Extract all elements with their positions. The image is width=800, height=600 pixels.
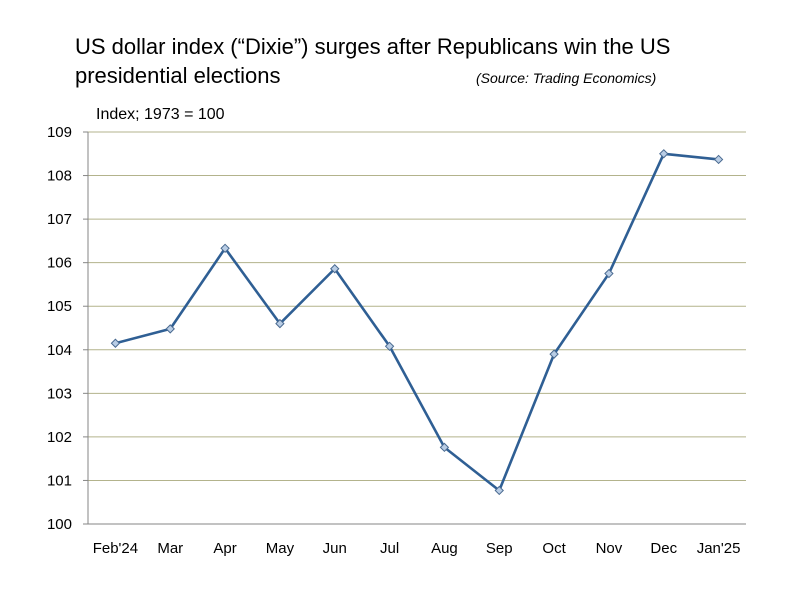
data-point-marker <box>275 318 285 329</box>
x-tick-label: Jun <box>323 540 347 557</box>
chart-source: (Source: Trading Economics) <box>476 70 657 86</box>
data-point-marker <box>330 264 340 274</box>
y-tick-label: 100 <box>47 516 72 533</box>
data-point-marker <box>659 149 669 159</box>
data-point-marker <box>220 243 230 254</box>
data-point-marker <box>494 485 504 496</box>
data-point-marker <box>713 154 724 165</box>
y-tick-label: 107 <box>47 211 72 228</box>
data-point-marker <box>604 268 614 279</box>
y-tick-label: 103 <box>47 385 72 402</box>
y-tick-label: 106 <box>47 255 72 272</box>
y-axis-unit-label: Index; 1973 = 100 <box>96 106 225 123</box>
series-layer <box>110 149 724 496</box>
x-tick-label: Mar <box>157 540 183 557</box>
x-tick-label: Oct <box>542 540 566 557</box>
y-tick-label: 102 <box>47 429 72 446</box>
y-tick-label: 108 <box>47 168 72 185</box>
y-tick-labels: 100 101 102 103 104 105 106 107 108 109 <box>47 124 72 533</box>
data-point-marker <box>439 442 450 453</box>
x-tick-label: Dec <box>650 540 677 557</box>
x-tick-label: Nov <box>596 540 623 557</box>
x-tick-label: Jul <box>380 540 399 557</box>
x-tick-label: Jan'25 <box>697 540 741 557</box>
y-tick-label: 101 <box>47 472 72 489</box>
x-tick-label: Apr <box>213 540 236 557</box>
series-line <box>114 152 720 492</box>
axes <box>83 131 746 525</box>
x-tick-label: Feb'24 <box>93 540 138 557</box>
gridlines <box>88 131 746 481</box>
data-point-marker <box>165 324 175 334</box>
data-point-marker <box>384 341 395 352</box>
data-point-marker <box>110 338 121 348</box>
data-point-marker <box>549 349 559 359</box>
y-tick-label: 105 <box>47 298 72 315</box>
y-tick-label: 109 <box>47 124 72 141</box>
x-tick-label: Aug <box>431 540 458 557</box>
x-tick-labels: Feb'24 Mar Apr May Jun Jul Aug Sep Oct Nov Dec Jan'… <box>93 540 741 557</box>
y-tick-label: 104 <box>47 342 72 359</box>
x-tick-label: Sep <box>486 540 513 557</box>
chart-title-line-2: presidential elections <box>75 63 281 88</box>
x-tick-label: May <box>266 540 295 557</box>
chart-title-line-1: US dollar index (“Dixie”) surges after R… <box>75 34 671 59</box>
